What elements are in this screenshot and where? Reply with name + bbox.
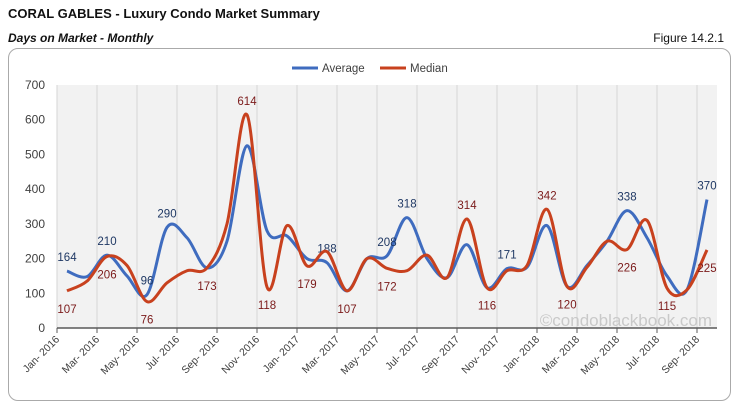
x-tick-label: Mar- 2018 <box>540 334 582 376</box>
data-label: 370 <box>697 181 716 193</box>
y-tick-label: 100 <box>25 286 45 300</box>
chart-subtitle: Days on Market - Monthly <box>8 31 154 45</box>
data-label: 115 <box>658 301 676 313</box>
x-tick-label: Sep- 2016 <box>179 334 222 377</box>
data-label: 118 <box>258 300 276 312</box>
y-tick-label: 500 <box>25 147 45 161</box>
chart-title: CORAL GABLES - Luxury Condo Market Summa… <box>8 6 320 21</box>
x-tick-label: Jan- 2017 <box>261 334 303 376</box>
legend-label-average: Average <box>322 63 365 75</box>
y-tick-label: 0 <box>38 321 45 335</box>
data-label: 206 <box>97 269 116 281</box>
plot-area <box>57 85 717 328</box>
y-tick-label: 300 <box>25 217 45 231</box>
x-tick-label: Jul- 2016 <box>143 334 182 373</box>
y-tick-label: 400 <box>25 182 45 196</box>
x-tick-label: Sep- 2017 <box>419 334 462 377</box>
data-label: 116 <box>478 301 496 313</box>
data-label: 107 <box>57 304 76 316</box>
x-tick-label: Nov- 2017 <box>459 334 502 377</box>
x-tick-label: Jan- 2016 <box>21 334 63 376</box>
data-label: 210 <box>97 236 116 248</box>
x-tick-label: Sep- 2018 <box>659 334 702 377</box>
figure-number: Figure 14.2.1 <box>653 31 724 45</box>
data-label: 179 <box>297 279 316 291</box>
data-label: 120 <box>557 299 576 311</box>
data-label: 107 <box>337 304 356 316</box>
data-label: 76 <box>141 315 154 327</box>
y-tick-label: 200 <box>25 252 45 266</box>
x-tick-label: Mar- 2017 <box>300 334 342 376</box>
data-label: 314 <box>457 200 477 212</box>
x-tick-label: May- 2016 <box>99 334 143 378</box>
data-label: 338 <box>617 192 636 204</box>
watermark: ©condoblackbook.com <box>540 311 712 330</box>
legend-label-median: Median <box>410 63 448 75</box>
data-label: 226 <box>617 263 636 275</box>
data-label: 164 <box>57 252 77 264</box>
x-tick-label: May- 2018 <box>579 334 623 378</box>
x-tick-label: Jul- 2018 <box>623 334 662 373</box>
data-label: 172 <box>377 281 396 293</box>
data-label: 614 <box>237 96 257 108</box>
x-tick-label: May- 2017 <box>339 334 383 378</box>
x-tick-label: Mar- 2016 <box>60 334 102 376</box>
data-label: 290 <box>157 208 176 220</box>
data-label: 208 <box>377 237 396 249</box>
x-tick-label: Jul- 2017 <box>383 334 422 373</box>
y-tick-label: 600 <box>25 113 45 127</box>
x-tick-label: Nov- 2016 <box>219 334 262 377</box>
series-line-median <box>66 112 709 304</box>
y-tick-label: 700 <box>25 78 45 92</box>
data-label: 96 <box>141 276 154 288</box>
data-label: 171 <box>497 250 516 262</box>
data-label: 173 <box>197 281 216 293</box>
data-label: 342 <box>537 190 556 202</box>
data-label: 318 <box>397 199 416 211</box>
data-label: 225 <box>697 263 716 275</box>
x-tick-label: Jan- 2018 <box>501 334 543 376</box>
